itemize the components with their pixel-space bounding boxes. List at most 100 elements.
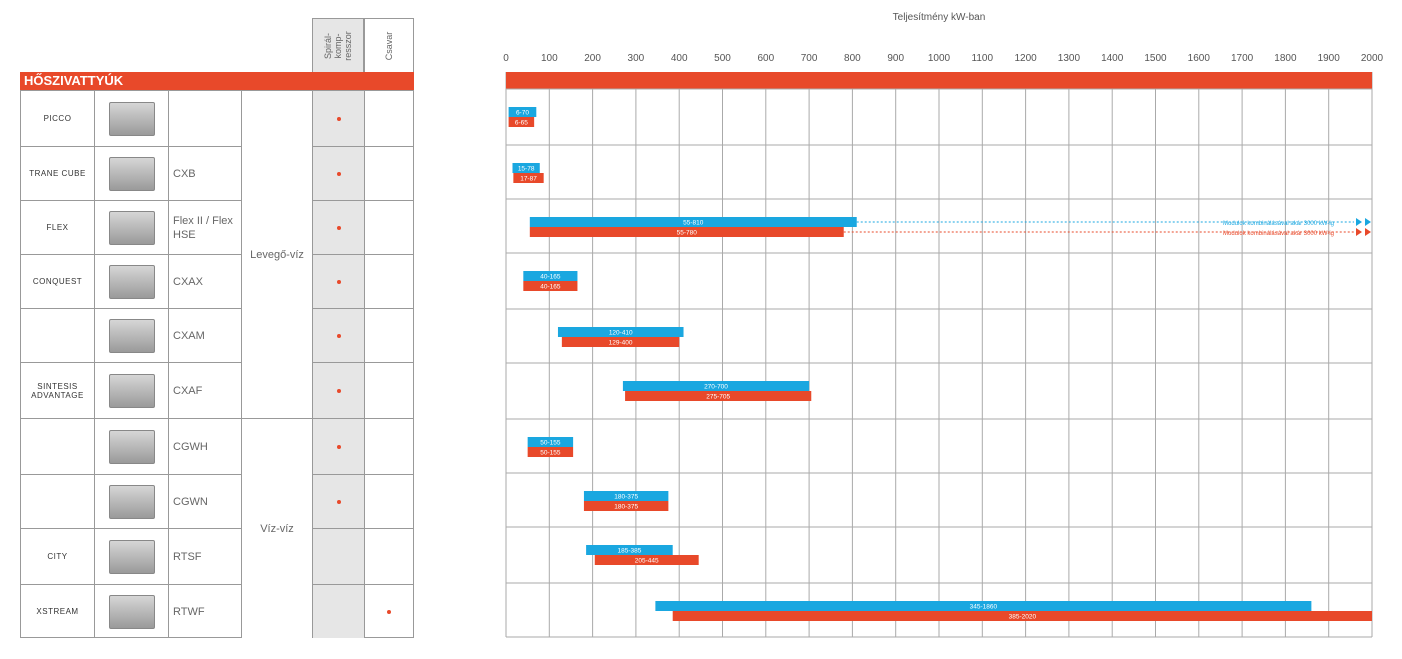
brand-logo xyxy=(21,309,95,362)
product-image xyxy=(95,255,169,308)
unit-image-icon xyxy=(108,373,155,408)
bullet-icon xyxy=(336,388,341,393)
screw-cell xyxy=(365,255,413,308)
arrow-icon xyxy=(1356,228,1362,236)
x-tick-label: 1200 xyxy=(1014,53,1037,64)
bar-red xyxy=(513,173,544,183)
x-tick-label: 1000 xyxy=(928,53,951,64)
bar-red xyxy=(523,281,578,291)
bar-blue xyxy=(512,163,540,173)
arrow-icon xyxy=(1365,218,1371,226)
bar-red xyxy=(594,555,699,565)
bar-label: 129-400 xyxy=(609,340,633,347)
model-name: CXAX xyxy=(169,255,242,308)
spiral-cell xyxy=(313,529,365,584)
capacity-chart: Teljesítmény kW-ban 0 100 200 300 400 500 600 70… xyxy=(500,0,1400,659)
screw-cell xyxy=(365,201,413,254)
bar-label: 15-78 xyxy=(518,166,535,173)
table-row: FLEX Flex II / Flex HSE xyxy=(21,200,413,254)
brand-name: PICCO xyxy=(43,114,72,123)
screw-cell xyxy=(365,585,413,638)
brand-logo: PICCO xyxy=(21,91,95,146)
x-tick-label: 1300 xyxy=(1058,53,1081,64)
table-row: SINTESIS ADVANTAGE CXAF xyxy=(21,362,413,418)
model-name: CGWN xyxy=(169,475,242,528)
x-tick-label: 900 xyxy=(887,53,904,64)
bar-red xyxy=(561,337,680,347)
bullet-icon xyxy=(336,171,341,176)
model-name: CXB xyxy=(169,147,242,200)
unit-image-icon xyxy=(108,429,155,464)
arrow-icon xyxy=(1356,218,1362,226)
bar-label: 270-700 xyxy=(704,384,728,391)
bar-label: 185-385 xyxy=(617,548,641,555)
header-screw-label: Csavar xyxy=(384,31,394,60)
screw-cell xyxy=(365,91,413,146)
unit-image-icon xyxy=(108,210,155,245)
bar-red xyxy=(529,227,844,237)
product-image xyxy=(95,419,169,474)
brand-name: XSTREAM xyxy=(36,607,79,616)
bar-label: 205-445 xyxy=(635,558,659,565)
bar-label: 385-2020 xyxy=(1009,614,1037,621)
brand-logo: TRANE CUBE xyxy=(21,147,95,200)
brand-logo: XSTREAM xyxy=(21,585,95,638)
header-spiral-label: Spirál- komp- resszor xyxy=(323,30,353,61)
model-name: Flex II / Flex HSE xyxy=(169,201,242,254)
x-tick-label: 1800 xyxy=(1274,53,1297,64)
spiral-cell xyxy=(313,585,365,638)
x-tick-label: 400 xyxy=(671,53,688,64)
bullet-icon xyxy=(336,444,341,449)
spiral-cell xyxy=(313,91,365,146)
unit-image-icon xyxy=(108,264,155,299)
screw-cell xyxy=(365,529,413,584)
spiral-cell xyxy=(313,201,365,254)
x-tick-label: 100 xyxy=(541,53,558,64)
bar-label: 40-165 xyxy=(540,274,561,281)
x-tick-label: 600 xyxy=(757,53,774,64)
x-tick-label: 1900 xyxy=(1318,53,1341,64)
model-name: RTWF xyxy=(169,585,242,638)
bar-label: 50-155 xyxy=(540,450,561,457)
model-name: CXAM xyxy=(169,309,242,362)
brand-logo: CONQUEST xyxy=(21,255,95,308)
arrow-icon xyxy=(1365,228,1371,236)
x-tick-label: 200 xyxy=(584,53,601,64)
bar-label: 40-165 xyxy=(540,284,561,291)
product-image xyxy=(95,201,169,254)
model-name xyxy=(169,91,242,146)
x-tick-label: 300 xyxy=(628,53,645,64)
bar-label: 17-87 xyxy=(520,176,537,183)
bullet-icon xyxy=(336,225,341,230)
bar-blue xyxy=(655,601,1312,611)
brand-name: CITY xyxy=(47,552,68,561)
spiral-cell xyxy=(313,147,365,200)
table-row: TRANE CUBE CXB xyxy=(21,146,413,200)
bar-red xyxy=(508,117,535,127)
brand-name: SINTESIS ADVANTAGE xyxy=(31,381,84,400)
header-spiral-compressor: Spirál- komp- resszor xyxy=(312,18,364,72)
bar-red xyxy=(672,611,1372,621)
bullet-icon xyxy=(336,116,341,121)
brand-logo: SINTESIS ADVANTAGE xyxy=(21,363,95,418)
brand-name: FLEX xyxy=(46,223,69,232)
spiral-cell xyxy=(313,255,365,308)
bar-blue xyxy=(557,327,684,337)
unit-image-icon xyxy=(108,156,155,191)
bar-label: 180-375 xyxy=(614,494,638,501)
x-tick-label: 1100 xyxy=(972,53,994,64)
product-table: Spirál- komp- resszor Csavar HŐSZIVATTYÚ… xyxy=(0,0,420,659)
x-tick-label: 500 xyxy=(714,53,731,64)
brand-logo xyxy=(21,475,95,528)
bar-blue xyxy=(583,491,669,501)
x-tick-label: 0 xyxy=(503,53,509,64)
chart-svg: Teljesítmény kW-ban 0 100 200 300 400 500 600 70… xyxy=(503,12,1384,638)
unit-image-icon xyxy=(108,484,155,519)
product-image xyxy=(95,529,169,584)
product-grid: PICCO TRANE CUBE CXB FLEX Flex II / Flex HSE… xyxy=(20,90,414,638)
bar-label: 6-70 xyxy=(516,110,529,117)
bar-label: 50-155 xyxy=(540,440,561,447)
brand-name: CONQUEST xyxy=(32,277,83,286)
x-tick-label: 1400 xyxy=(1101,53,1124,64)
screw-cell xyxy=(365,363,413,418)
